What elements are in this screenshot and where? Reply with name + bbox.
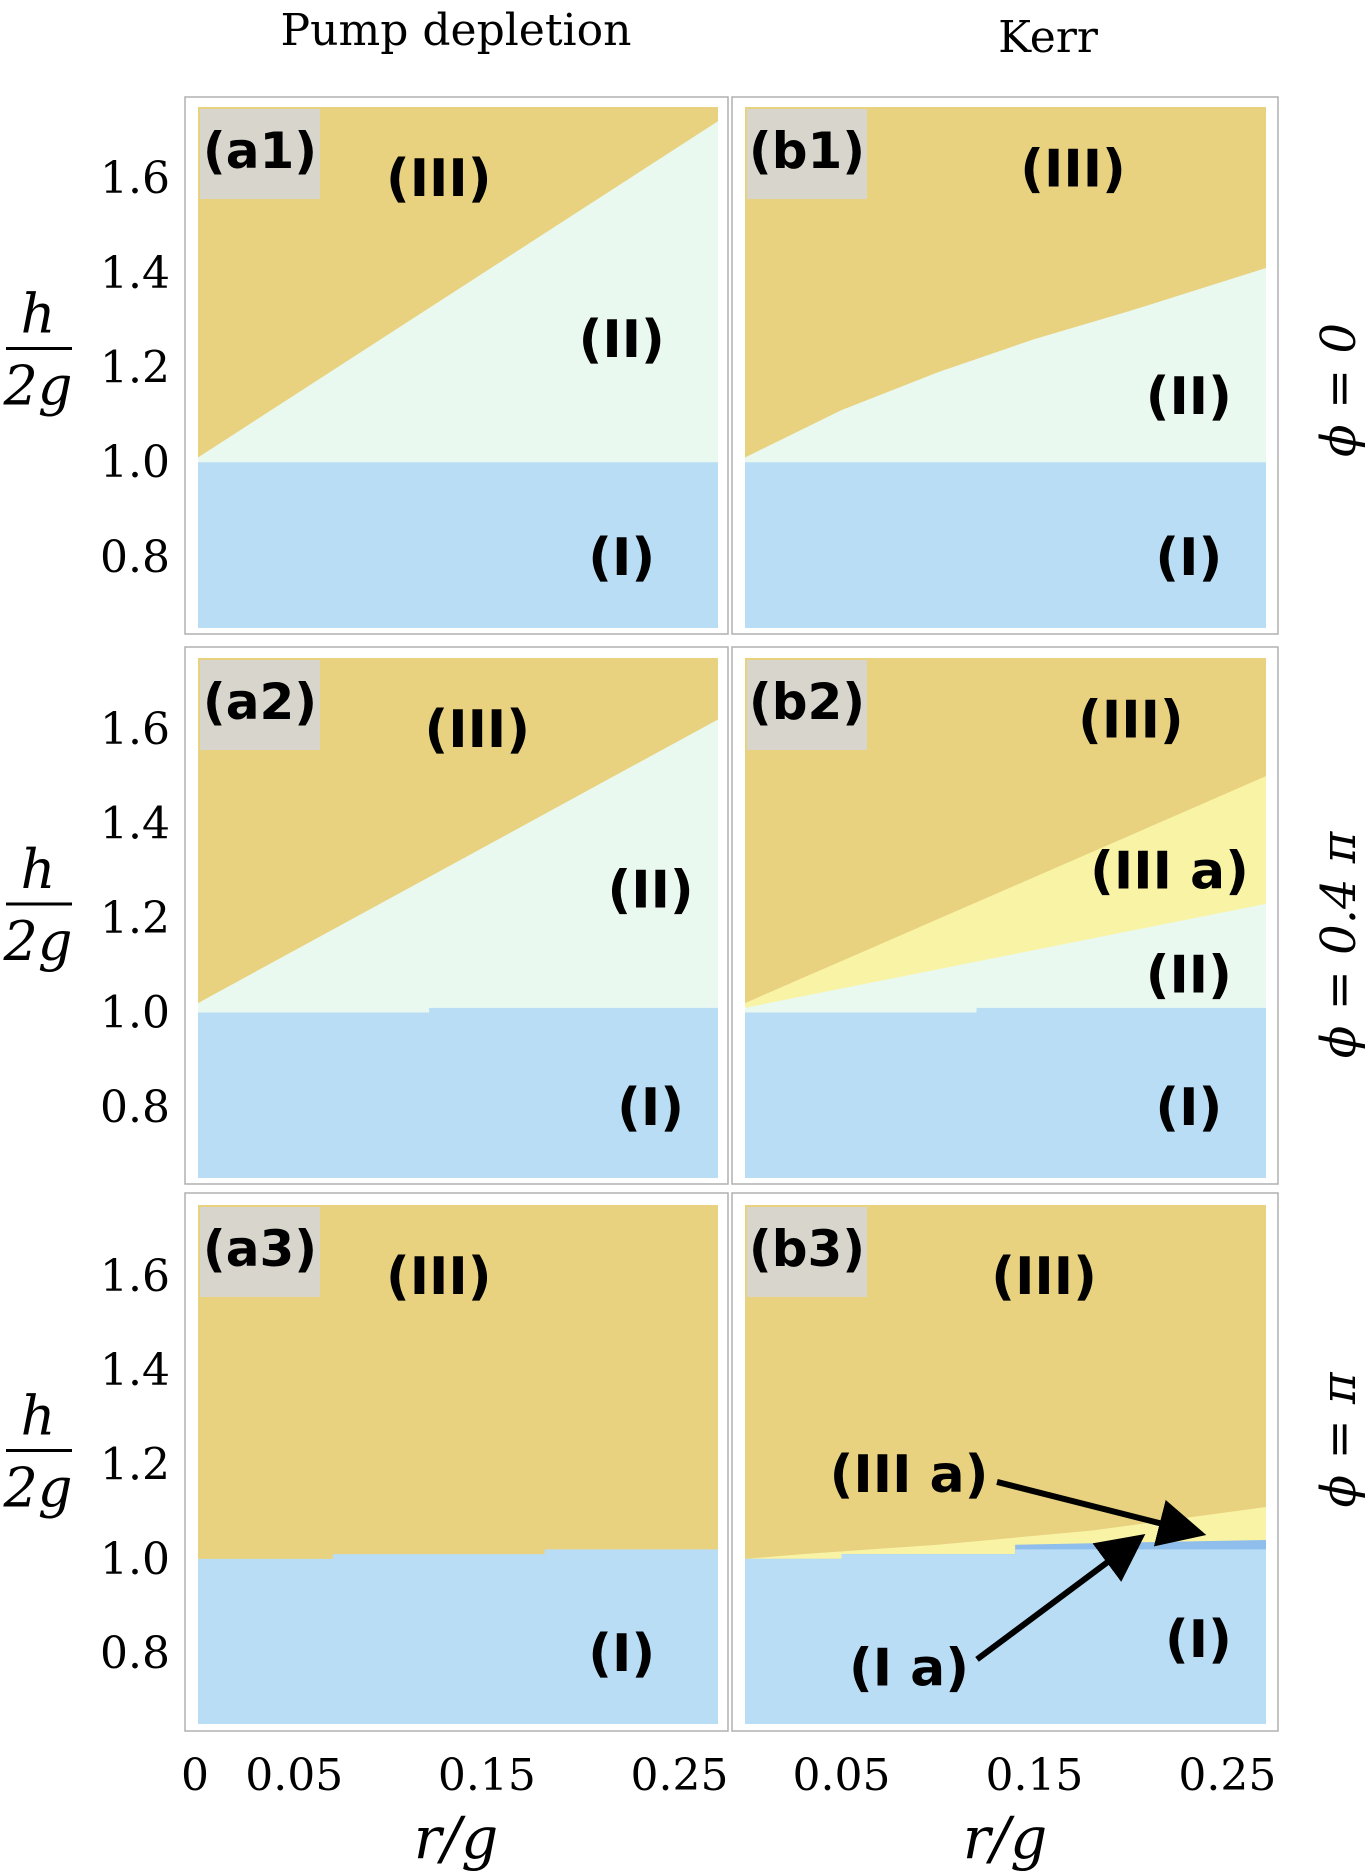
y-tick-label: 1.0 (100, 437, 170, 488)
y-tick-label: 1.4 (100, 798, 170, 849)
region-label: (II) (1146, 946, 1232, 1006)
panel-label: (a1) (203, 122, 317, 180)
region-label: (III) (1078, 690, 1184, 750)
region-label: (II) (607, 861, 693, 921)
y-axis-label-denominator: 2g (3, 355, 73, 418)
panel-b2: (b2) (III) (III a) (II) (I) (731, 646, 1279, 1185)
y-tick-label: 0.8 (100, 532, 170, 583)
panel-label-bg (747, 109, 867, 199)
y-tick-label: 1.6 (100, 704, 170, 755)
annotation-arrow (996, 1479, 1207, 1547)
panel-label: (b3) (749, 1220, 865, 1278)
row-label-phi-0.4pi: ϕ = 0.4 π (1311, 830, 1367, 1058)
annotation-label: (III a) (830, 1445, 989, 1505)
y-tick-label: 1.0 (100, 1534, 170, 1585)
annotation-arrow (975, 1533, 1146, 1662)
column-title-kerr: Kerr (998, 12, 1099, 63)
panel-b1: (b1) (III) (II) (I) (731, 96, 1279, 635)
y-tick-label: 1.4 (100, 248, 170, 299)
row-label-text: ϕ = 0.4 π (1311, 830, 1367, 1058)
row-label-text: ϕ = 0 (1311, 323, 1367, 457)
x-tick-label: 0.25 (630, 1750, 728, 1801)
y-tick-label: 1.4 (100, 1345, 170, 1396)
row-label-phi-0: ϕ = 0 (1311, 323, 1367, 457)
y-axes: 1.6 1.4 1.2 1.0 0.8 h 2g 1.6 1.4 1.2 1.0 0.8 h 2g 1.6 1… (3, 153, 170, 1679)
region-label: (III) (424, 700, 530, 760)
x-axis-label: r/g (414, 1804, 498, 1872)
y-axis-label-numerator: h (21, 283, 56, 346)
region-boundary-fill (745, 462, 1266, 628)
annotation-label: (I a) (849, 1638, 969, 1698)
panel-label: (b2) (749, 673, 865, 731)
panel-a1: (a1) (III) (II) (I) (184, 96, 729, 635)
region-boundary-fill (198, 1007, 718, 1178)
panel-label-bg (747, 660, 867, 750)
panel-label-bg (200, 109, 320, 199)
y-axis-label-numerator: h (21, 838, 56, 901)
x-tick-label: 0.15 (985, 1750, 1083, 1801)
column-title-pump-depletion: Pump depletion (281, 5, 632, 56)
x-tick-label: 0.25 (1178, 1750, 1276, 1801)
panel-label-bg (747, 1207, 867, 1297)
region-boundary-fill (198, 462, 718, 628)
panel-label-bg (200, 660, 320, 750)
panel-a3: (a3) (III) (I) (184, 1192, 729, 1732)
region-label: (I) (588, 528, 655, 588)
panel-a2: (a2) (III) (II) (I) (184, 646, 729, 1185)
region-label: (III a) (1090, 842, 1249, 902)
x-axis-label: r/g (963, 1804, 1047, 1872)
region-boundary-fill (745, 1007, 1266, 1178)
y-tick-label: 1.6 (100, 153, 170, 204)
y-tick-label: 1.2 (100, 893, 170, 944)
region-label: (I) (1155, 1078, 1222, 1138)
region-label: (I) (1155, 528, 1222, 588)
panel-b3: (b3) (III) (I) (III a) (I a) (731, 1192, 1279, 1732)
region-label: (I) (617, 1078, 684, 1138)
y-tick-label: 1.6 (100, 1251, 170, 1302)
panel-label: (a2) (203, 673, 317, 731)
panel-label: (a3) (203, 1220, 317, 1278)
panel-grid: (a1) (III) (II) (I) (b1) (III) (II) (I) (a2) (III… (184, 96, 1279, 1732)
x-tick-label: 0.05 (245, 1750, 343, 1801)
x-tick-label: 0.05 (792, 1750, 890, 1801)
y-tick-label: 1.2 (100, 343, 170, 394)
y-tick-label: 0.8 (100, 1628, 170, 1679)
y-tick-label: 1.2 (100, 1440, 170, 1491)
row-label-text: ϕ = π (1311, 1371, 1367, 1507)
row-label-phi-pi: ϕ = π (1311, 1371, 1367, 1507)
x-tick-label: 0.15 (438, 1750, 536, 1801)
x-axes: 0 0.05 0.15 0.25 0.05 0.15 0.25 r/g r/g (181, 1750, 1276, 1872)
region-label: (I) (588, 1624, 655, 1684)
y-tick-label: 1.0 (100, 988, 170, 1039)
region-label: (II) (579, 310, 665, 370)
y-tick-label: 0.8 (100, 1082, 170, 1133)
y-axis-label-denominator: 2g (3, 910, 73, 973)
region-label: (II) (1146, 367, 1232, 427)
region-label: (III) (386, 1247, 492, 1307)
region-label: (III) (386, 149, 492, 209)
region-label: (I) (1165, 1610, 1232, 1670)
y-axis-label-numerator: h (21, 1385, 56, 1448)
y-axis-label-denominator: 2g (3, 1457, 73, 1520)
x-tick-label: 0 (181, 1750, 209, 1801)
region-boundary-fill (198, 1549, 718, 1724)
panel-label: (b1) (749, 122, 865, 180)
panel-label-bg (200, 1207, 320, 1297)
region-label: (III) (991, 1247, 1097, 1307)
region-label: (III) (1020, 140, 1126, 200)
